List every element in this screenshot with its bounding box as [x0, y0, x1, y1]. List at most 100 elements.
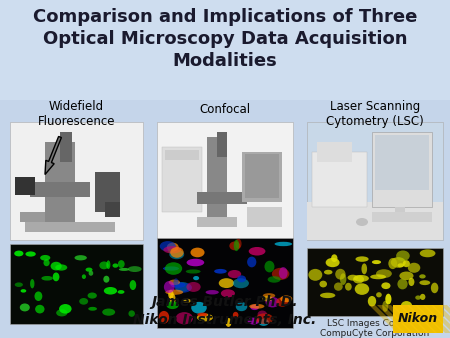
Ellipse shape — [263, 293, 275, 298]
Bar — [10, 122, 143, 240]
Ellipse shape — [409, 278, 414, 286]
Bar — [60, 132, 72, 162]
Polygon shape — [369, 305, 403, 333]
Polygon shape — [449, 305, 450, 333]
Ellipse shape — [50, 262, 62, 270]
Ellipse shape — [102, 309, 115, 316]
Ellipse shape — [56, 309, 68, 316]
Ellipse shape — [191, 302, 207, 314]
Bar — [10, 244, 143, 324]
Ellipse shape — [118, 260, 125, 268]
Ellipse shape — [159, 311, 169, 323]
Bar — [307, 202, 443, 240]
Ellipse shape — [53, 272, 59, 281]
Ellipse shape — [397, 279, 408, 289]
Bar — [15, 177, 35, 195]
Ellipse shape — [372, 260, 381, 264]
Text: Widefield
Fluorescence: Widefield Fluorescence — [38, 100, 115, 128]
Ellipse shape — [214, 269, 227, 274]
Bar — [157, 122, 293, 240]
Bar — [157, 238, 293, 328]
Text: James Butler Ph.D.
Nikon Instruments, Inc.: James Butler Ph.D. Nikon Instruments, In… — [133, 295, 317, 328]
Ellipse shape — [170, 247, 184, 258]
Ellipse shape — [274, 242, 292, 246]
FancyArrow shape — [45, 137, 61, 174]
Ellipse shape — [340, 273, 346, 285]
Ellipse shape — [169, 280, 180, 285]
Ellipse shape — [128, 310, 135, 317]
Ellipse shape — [20, 304, 30, 311]
Ellipse shape — [262, 296, 273, 301]
Ellipse shape — [334, 283, 343, 291]
Polygon shape — [401, 305, 435, 333]
Polygon shape — [377, 305, 411, 333]
Ellipse shape — [168, 249, 173, 254]
Bar — [242, 152, 282, 202]
Polygon shape — [385, 305, 419, 333]
Ellipse shape — [382, 301, 388, 312]
Ellipse shape — [165, 262, 182, 275]
Ellipse shape — [30, 279, 35, 288]
Bar — [20, 212, 45, 222]
Bar — [95, 172, 120, 212]
Ellipse shape — [219, 278, 234, 288]
Ellipse shape — [331, 254, 338, 262]
Bar — [307, 122, 443, 240]
Bar — [197, 217, 237, 227]
Ellipse shape — [88, 292, 97, 299]
Ellipse shape — [320, 281, 327, 287]
Ellipse shape — [370, 274, 386, 279]
Ellipse shape — [276, 297, 288, 307]
Ellipse shape — [160, 241, 176, 251]
Ellipse shape — [104, 276, 109, 283]
Ellipse shape — [257, 311, 267, 318]
Text: Comparison and Implications of Three
Optical Microscopy Data Acquisition
Modalit: Comparison and Implications of Three Opt… — [33, 8, 417, 70]
Ellipse shape — [55, 264, 67, 271]
Ellipse shape — [170, 293, 176, 305]
Ellipse shape — [326, 258, 340, 267]
Ellipse shape — [130, 280, 136, 290]
Bar — [105, 202, 120, 217]
Ellipse shape — [230, 241, 240, 250]
Ellipse shape — [376, 269, 392, 278]
Polygon shape — [425, 305, 450, 333]
Ellipse shape — [221, 289, 235, 297]
Ellipse shape — [117, 290, 125, 294]
Text: Confocal: Confocal — [199, 103, 251, 116]
Ellipse shape — [381, 282, 391, 289]
Ellipse shape — [14, 250, 23, 257]
Ellipse shape — [44, 259, 50, 266]
Ellipse shape — [400, 271, 414, 280]
Text: Laser Scanning
Cytometry (LSC): Laser Scanning Cytometry (LSC) — [326, 100, 424, 128]
Ellipse shape — [26, 251, 36, 257]
Ellipse shape — [82, 274, 86, 279]
Ellipse shape — [164, 281, 175, 293]
Bar — [217, 132, 227, 157]
Ellipse shape — [391, 257, 406, 268]
Polygon shape — [433, 305, 450, 333]
Ellipse shape — [197, 314, 213, 321]
Bar — [30, 182, 90, 197]
Polygon shape — [417, 305, 450, 333]
Ellipse shape — [356, 218, 368, 226]
Ellipse shape — [182, 299, 191, 303]
Ellipse shape — [21, 289, 26, 293]
Bar — [247, 207, 282, 227]
Ellipse shape — [388, 258, 397, 269]
Bar — [372, 212, 432, 222]
Ellipse shape — [193, 276, 199, 280]
Ellipse shape — [175, 283, 192, 293]
Ellipse shape — [356, 256, 369, 262]
Polygon shape — [409, 305, 443, 333]
Ellipse shape — [41, 276, 53, 281]
Bar — [307, 248, 443, 316]
Ellipse shape — [258, 319, 269, 326]
Ellipse shape — [35, 291, 42, 301]
Text: Nikon: Nikon — [398, 313, 438, 325]
Ellipse shape — [186, 269, 201, 273]
Ellipse shape — [353, 275, 364, 284]
Bar — [317, 142, 352, 162]
Ellipse shape — [112, 263, 118, 268]
Ellipse shape — [249, 247, 266, 256]
Ellipse shape — [75, 255, 87, 260]
